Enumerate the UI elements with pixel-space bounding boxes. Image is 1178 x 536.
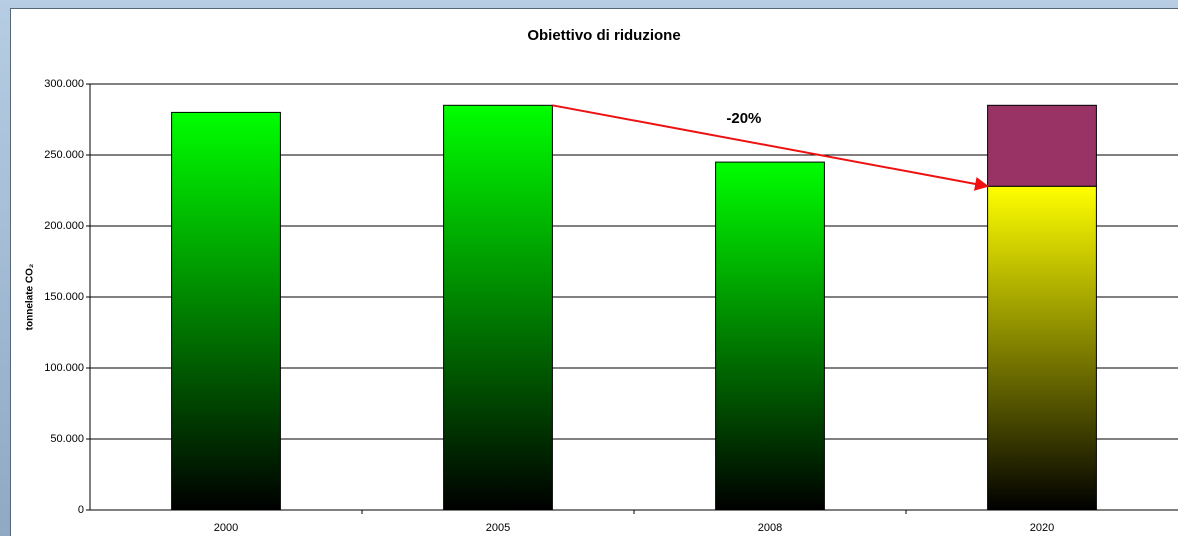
bar — [987, 104, 1097, 187]
y-tick-label: 200.000 — [44, 220, 84, 232]
arrow — [552, 104, 989, 191]
x-tick-label: 2005 — [486, 522, 510, 534]
bar — [987, 185, 1097, 511]
y-tick-label: 150.000 — [44, 291, 84, 303]
y-tick-label: 100.000 — [44, 362, 84, 374]
y-tick-label: 300.000 — [44, 78, 84, 90]
x-tick-label: 2020 — [1030, 522, 1054, 534]
bar — [443, 104, 553, 511]
y-tick-label: 250.000 — [44, 149, 84, 161]
chart-title: Obiettivo di riduzione — [527, 27, 680, 44]
x-tick-label: 2000 — [214, 522, 238, 534]
bar — [171, 111, 281, 511]
y-tick-label: 50.000 — [50, 433, 84, 445]
y-tick-label: 0 — [78, 504, 84, 516]
annotation: -20% — [726, 110, 761, 127]
y-axis-title: tonnelate CO₂ — [25, 264, 36, 331]
x-tick-label: 2008 — [758, 522, 782, 534]
bar — [715, 161, 825, 511]
